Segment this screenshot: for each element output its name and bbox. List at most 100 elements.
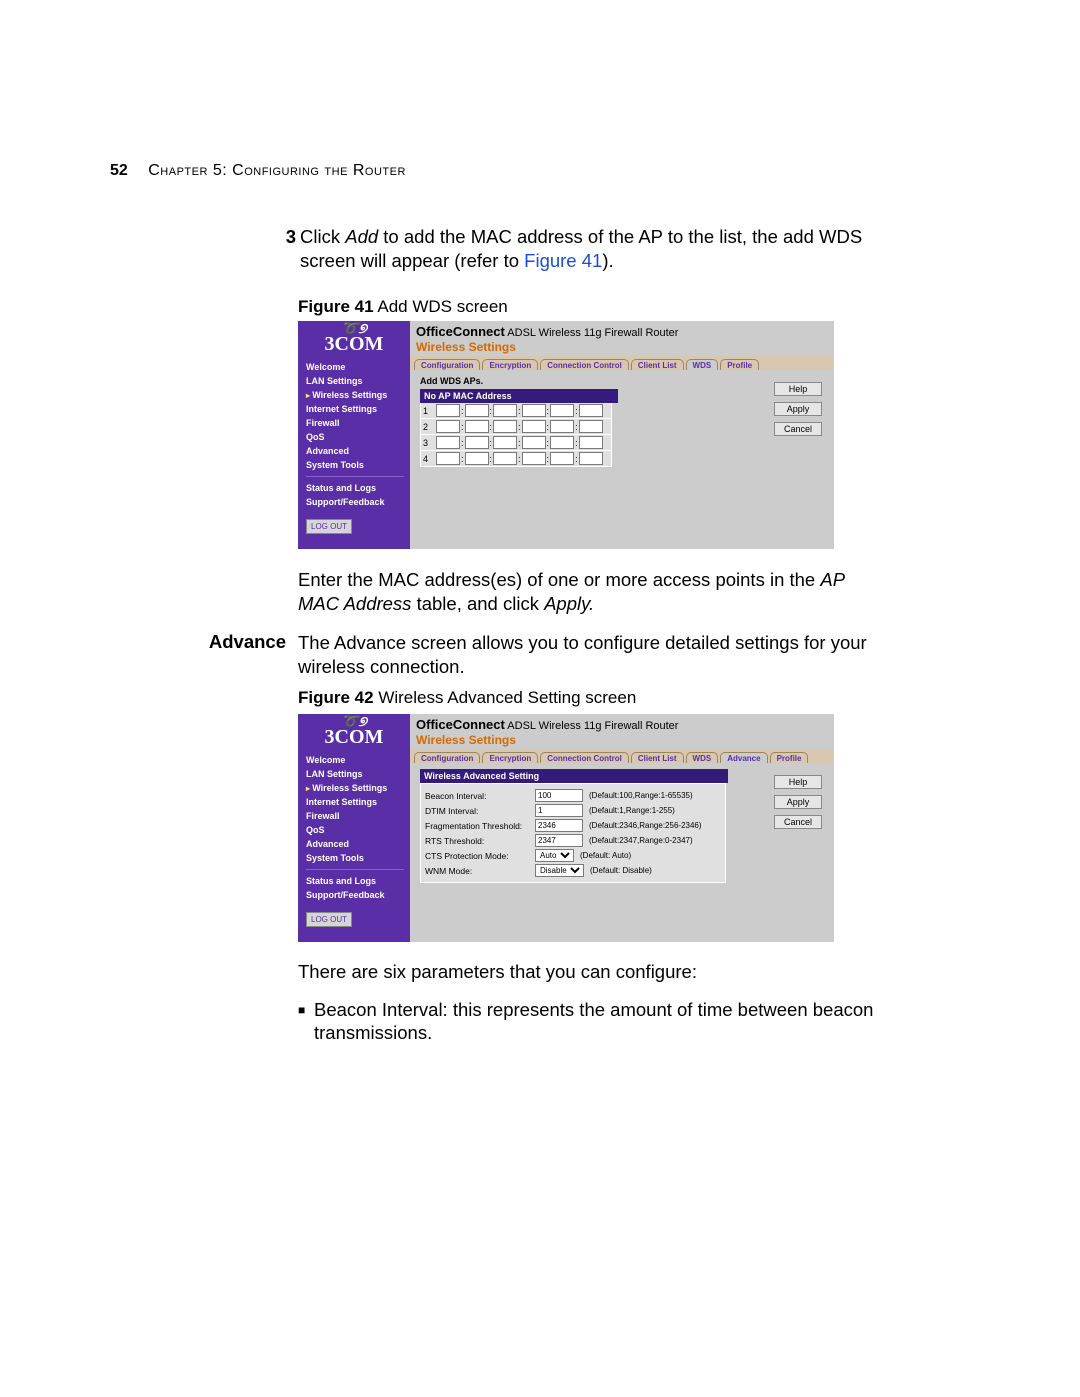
apply-button[interactable]: Apply <box>774 402 822 416</box>
apply-button[interactable]: Apply <box>774 795 822 809</box>
mac-octet[interactable] <box>522 452 546 465</box>
cancel-button[interactable]: Cancel <box>774 815 822 829</box>
router-header: ➰୭ 3COM OfficeConnect ADSL Wireless 11g … <box>298 321 834 356</box>
logout-button[interactable]: LOG OUT <box>306 912 352 927</box>
sidebar-item-status[interactable]: Status and Logs <box>306 876 404 886</box>
mac-octet[interactable] <box>465 420 489 433</box>
tab-profile[interactable]: Profile <box>720 359 759 370</box>
figure-41-caption: Figure 41 Add WDS screen <box>298 296 882 318</box>
mac-row-3: 3 : : : : : <box>420 435 612 451</box>
logout-button[interactable]: LOG OUT <box>306 519 352 534</box>
mac-octet[interactable] <box>550 436 574 449</box>
mac-octet[interactable] <box>579 436 603 449</box>
mac-octet[interactable] <box>436 452 460 465</box>
router-title: OfficeConnect ADSL Wireless 11g Firewall… <box>410 321 834 356</box>
sidebar-item-systools[interactable]: System Tools <box>306 853 404 863</box>
sidebar-item-support[interactable]: Support/Feedback <box>306 497 404 507</box>
literal-add: Add <box>345 226 378 247</box>
sidebar-item-advanced[interactable]: Advanced <box>306 446 404 456</box>
sidebar-item-firewall[interactable]: Firewall <box>306 811 404 821</box>
sidebar-item-systools[interactable]: System Tools <box>306 460 404 470</box>
tab-advance[interactable]: Advance <box>720 752 767 763</box>
sidebar-item-welcome[interactable]: Welcome <box>306 755 404 765</box>
cancel-button[interactable]: Cancel <box>774 422 822 436</box>
wnm-select[interactable]: Disable <box>535 864 584 877</box>
mac-octet[interactable] <box>579 420 603 433</box>
figure-link[interactable]: Figure 41 <box>524 250 602 271</box>
brand-name: 3COM <box>325 728 384 746</box>
tab-conn-control[interactable]: Connection Control <box>540 359 629 370</box>
mac-octet[interactable] <box>522 436 546 449</box>
mac-octet[interactable] <box>550 420 574 433</box>
mac-octet[interactable] <box>493 452 517 465</box>
hint: (Default:2347,Range:0-2347) <box>589 836 693 845</box>
mac-row-2: 2 : : : : : <box>420 419 612 435</box>
mac-row-1: 1 : : : : : <box>420 403 612 419</box>
sidebar-item-lan[interactable]: LAN Settings <box>306 376 404 386</box>
sidebar-item-internet[interactable]: Internet Settings <box>306 404 404 414</box>
text: Click <box>300 226 345 247</box>
help-button[interactable]: Help <box>774 382 822 396</box>
mac-octet[interactable] <box>522 404 546 417</box>
mac-octet[interactable] <box>493 420 517 433</box>
mac-octet[interactable] <box>550 452 574 465</box>
sidebar-item-support[interactable]: Support/Feedback <box>306 890 404 900</box>
tab-profile[interactable]: Profile <box>770 752 809 763</box>
nav-sidebar: Welcome LAN Settings Wireless Settings I… <box>298 749 410 942</box>
adv-row-dtim: DTIM Interval: (Default:1,Range:1-255) <box>425 804 721 817</box>
mac-octet[interactable] <box>436 436 460 449</box>
mac-octet[interactable] <box>579 404 603 417</box>
label: CTS Protection Mode: <box>425 851 535 861</box>
text: Enter the MAC address(es) of one or more… <box>298 569 820 590</box>
dtim-input[interactable] <box>535 804 583 817</box>
mac-octet[interactable] <box>436 420 460 433</box>
sidebar-item-advanced[interactable]: Advanced <box>306 839 404 849</box>
advance-description: The Advance screen allows you to configu… <box>298 631 882 678</box>
mac-octet[interactable] <box>522 420 546 433</box>
sidebar-item-status[interactable]: Status and Logs <box>306 483 404 493</box>
mac-octet[interactable] <box>465 404 489 417</box>
sidebar-item-internet[interactable]: Internet Settings <box>306 797 404 807</box>
sidebar-item-firewall[interactable]: Firewall <box>306 418 404 428</box>
action-buttons: Help Apply Cancel <box>774 775 822 829</box>
tab-conn-control[interactable]: Connection Control <box>540 752 629 763</box>
text: There are six parameters that you can co… <box>298 960 882 984</box>
tab-client-list[interactable]: Client List <box>631 359 684 370</box>
mac-octet[interactable] <box>436 404 460 417</box>
tab-encryption[interactable]: Encryption <box>482 752 538 763</box>
sidebar-item-qos[interactable]: QoS <box>306 432 404 442</box>
tab-wds[interactable]: WDS <box>686 752 719 763</box>
hint: (Default: Disable) <box>590 866 652 875</box>
sidebar-item-qos[interactable]: QoS <box>306 825 404 835</box>
tab-configuration[interactable]: Configuration <box>414 752 480 763</box>
sidebar-item-lan[interactable]: LAN Settings <box>306 769 404 779</box>
tab-wds[interactable]: WDS <box>686 359 719 370</box>
brand-logo: ➰୭ 3COM <box>298 714 410 749</box>
bullet-item: ■ Beacon Interval: this represents the a… <box>298 998 882 1045</box>
mac-table-header: No AP MAC Address <box>420 389 618 403</box>
mac-octet[interactable] <box>493 436 517 449</box>
mac-octet[interactable] <box>493 404 517 417</box>
mac-row-4: 4 : : : : : <box>420 451 612 467</box>
help-button[interactable]: Help <box>774 775 822 789</box>
tab-configuration[interactable]: Configuration <box>414 359 480 370</box>
step-number: 3 <box>276 225 296 272</box>
tab-encryption[interactable]: Encryption <box>482 359 538 370</box>
hint: (Default: Auto) <box>580 851 631 860</box>
add-wds-screenshot: ➰୭ 3COM OfficeConnect ADSL Wireless 11g … <box>298 321 834 549</box>
sidebar-item-welcome[interactable]: Welcome <box>306 362 404 372</box>
section-name: Wireless Settings <box>416 340 834 354</box>
beacon-input[interactable] <box>535 789 583 802</box>
cts-select[interactable]: Auto <box>535 849 574 862</box>
tab-client-list[interactable]: Client List <box>631 752 684 763</box>
rts-input[interactable] <box>535 834 583 847</box>
product-name: OfficeConnect ADSL Wireless 11g Firewall… <box>416 324 834 339</box>
sidebar-item-wireless[interactable]: Wireless Settings <box>306 390 404 400</box>
row-index: 3 <box>423 438 435 448</box>
sidebar-item-wireless[interactable]: Wireless Settings <box>306 783 404 793</box>
mac-octet[interactable] <box>465 452 489 465</box>
frag-input[interactable] <box>535 819 583 832</box>
mac-octet[interactable] <box>465 436 489 449</box>
mac-octet[interactable] <box>579 452 603 465</box>
mac-octet[interactable] <box>550 404 574 417</box>
